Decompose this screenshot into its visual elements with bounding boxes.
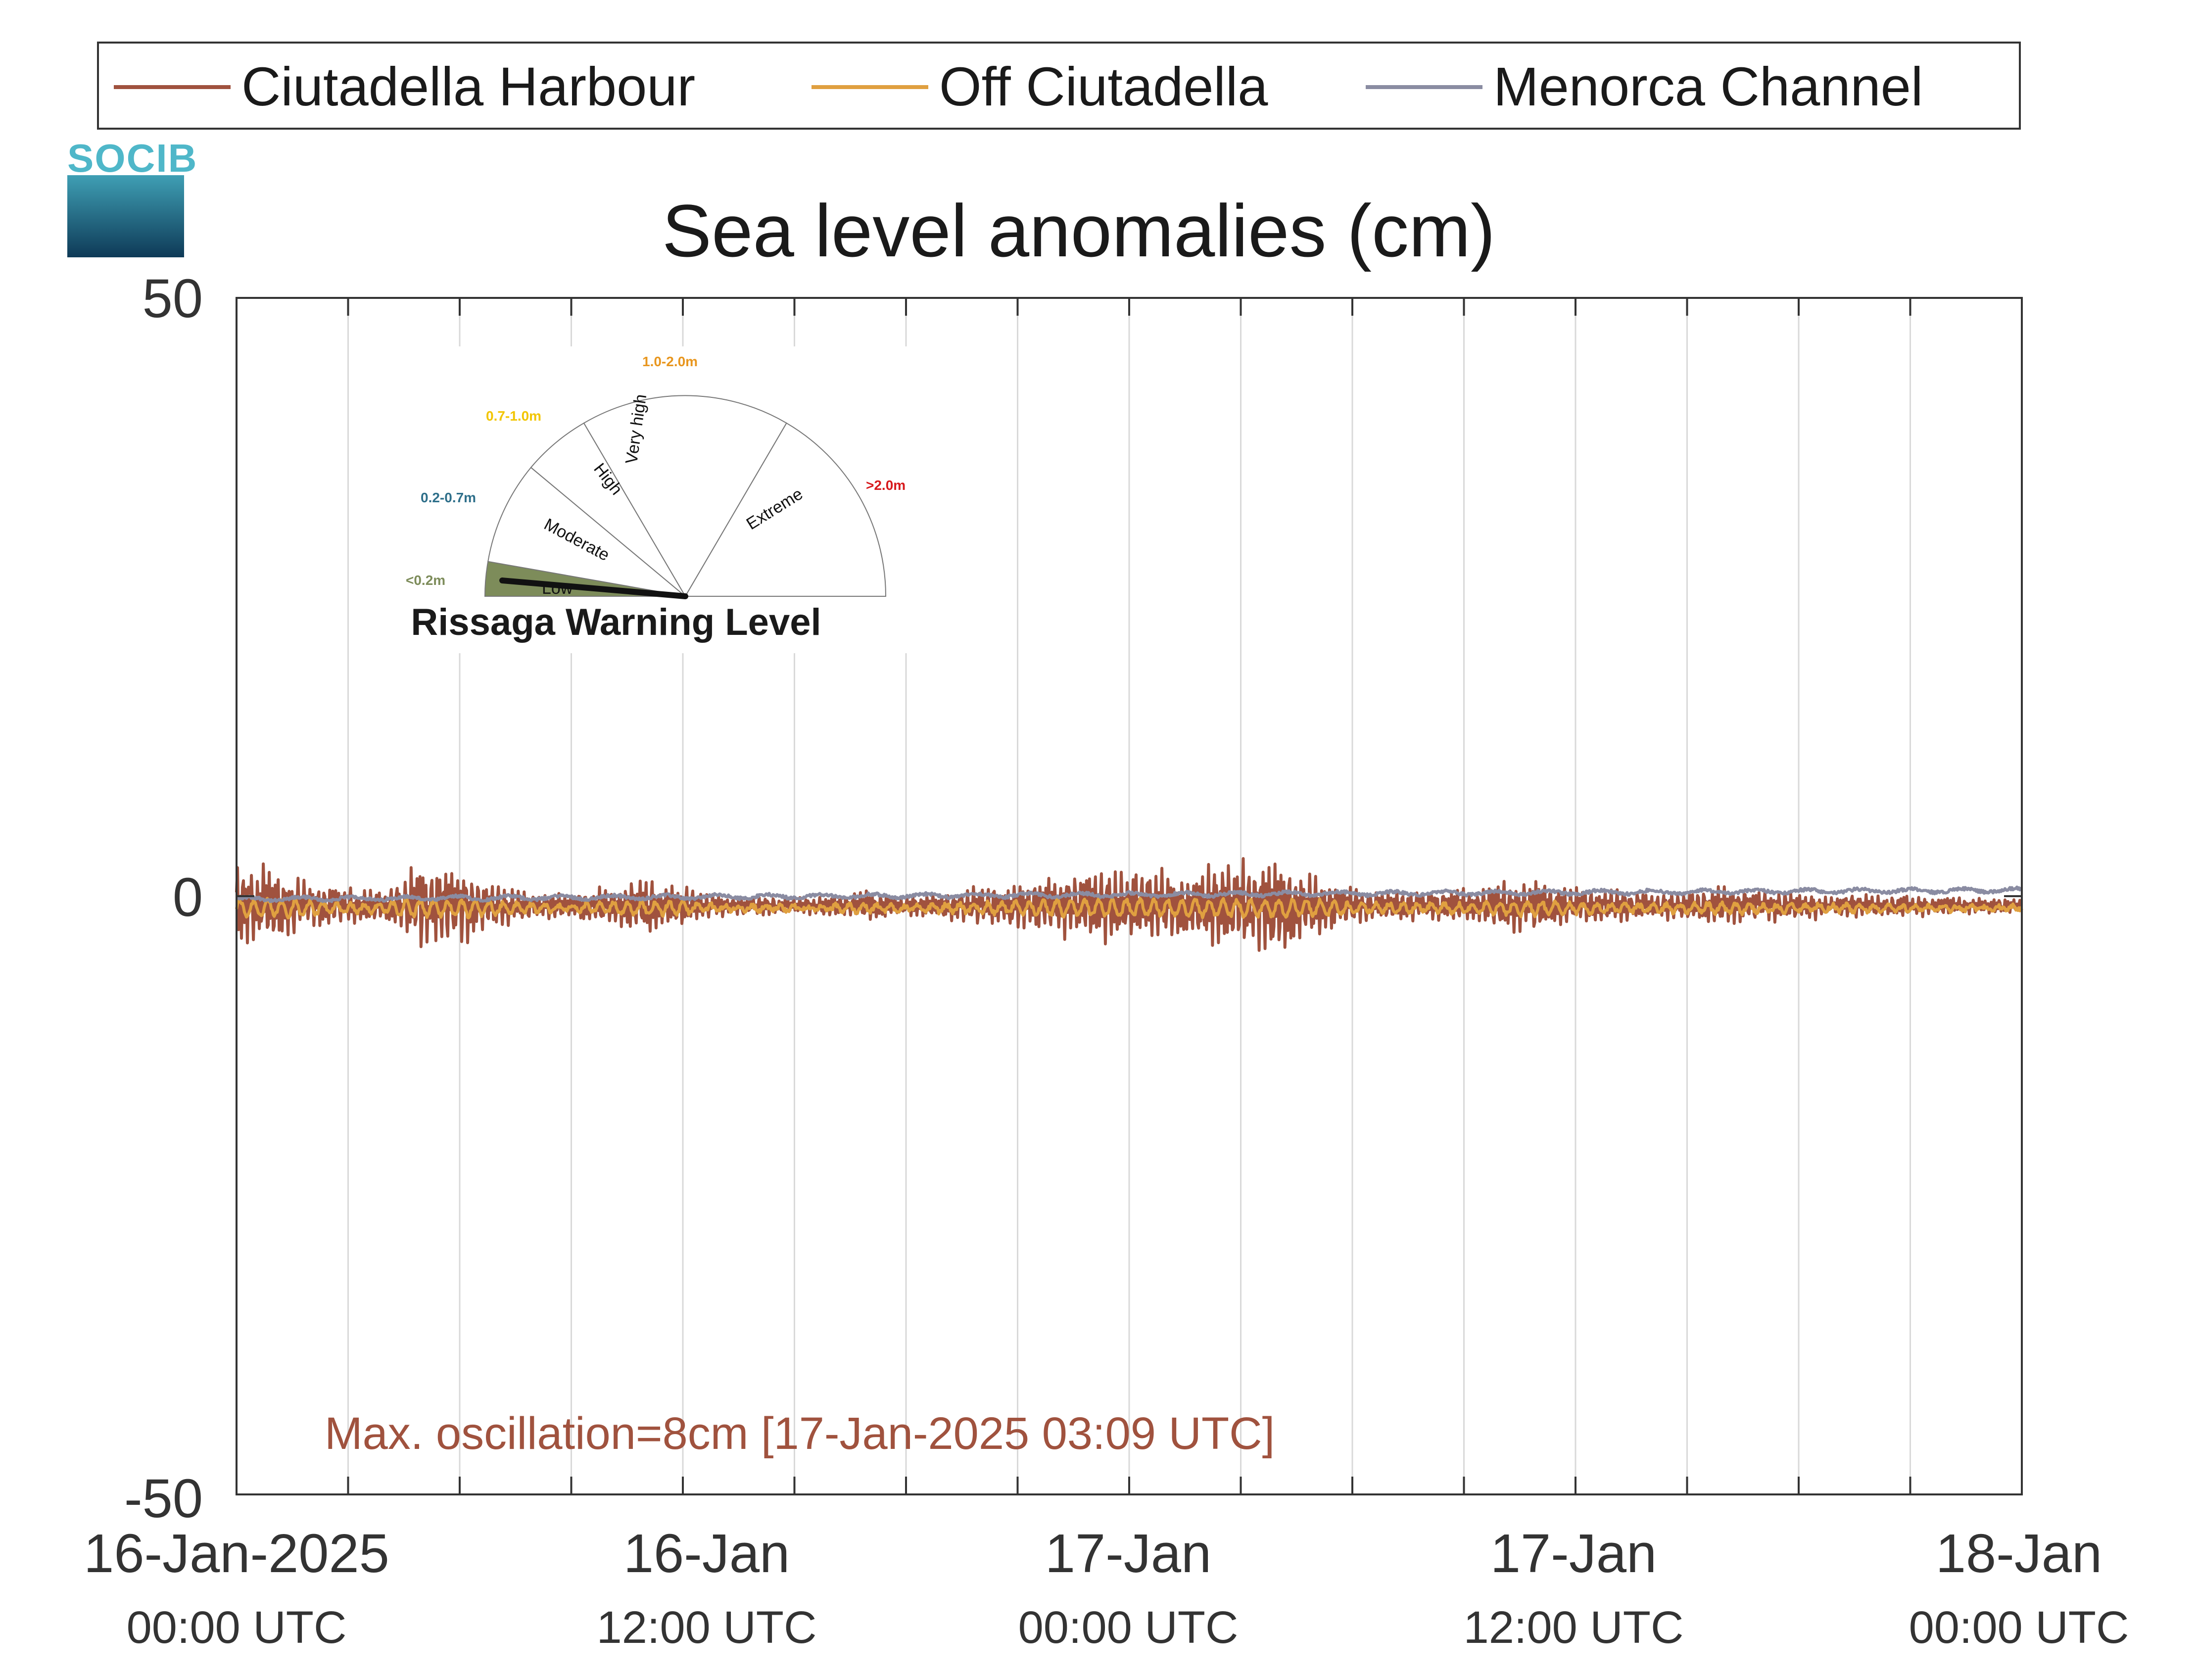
legend-item-menorca-channel: Menorca Channel: [1366, 57, 1923, 117]
gauge-needle: [499, 577, 688, 599]
gauge-range-moderate: 0.2-0.7m: [421, 490, 476, 505]
x-tick-3: 17-Jan 12:00 UTC: [1400, 1523, 1747, 1653]
x-tick-0-date: 16-Jan-2025: [84, 1523, 389, 1584]
legend-label-menorca-channel: Menorca Channel: [1493, 56, 1923, 117]
y-tick-label-bottom: -50: [124, 1468, 203, 1529]
gauge-label-low: Low: [542, 579, 573, 598]
x-tick-4: 18-Jan 00:00 UTC: [1851, 1523, 2187, 1653]
legend-item-off-ciutadella: Off Ciutadella: [812, 57, 1268, 117]
series-lines: [235, 857, 2023, 952]
logo-block: [67, 175, 184, 257]
legend-label-ciutadella-harbour: Ciutadella Harbour: [241, 56, 696, 117]
gauge-sector-very-high: [583, 395, 787, 597]
x-tick-2: 17-Jan 00:00 UTC: [955, 1523, 1301, 1653]
gauge-sector-moderate: [487, 467, 687, 597]
gauge-range-very-high: 1.0-2.0m: [642, 354, 698, 369]
legend: Ciutadella Harbour Off Ciutadella Menorc…: [97, 42, 2021, 130]
logo-text: SOCIB: [67, 136, 198, 180]
y-tick-label-top: 50: [142, 268, 203, 329]
gauge-title: Rissaga Warning Level: [411, 601, 821, 643]
x-tick-4-time: 00:00 UTC: [1909, 1602, 2129, 1653]
y-tick-label-zero: 0: [172, 867, 203, 928]
series-line-off-ciutadella: [235, 897, 2023, 919]
x-tick-3-date: 17-Jan: [1490, 1523, 1657, 1584]
x-tick-3-time: 12:00 UTC: [1463, 1602, 1684, 1653]
x-tick-1-date: 16-Jan: [623, 1523, 790, 1584]
x-tick-1: 16-Jan 12:00 UTC: [533, 1523, 880, 1653]
x-tick-2-time: 00:00 UTC: [1018, 1602, 1239, 1653]
x-tick-1-time: 12:00 UTC: [596, 1602, 817, 1653]
gauge-range-extreme: >2.0m: [866, 478, 906, 493]
legend-item-ciutadella-harbour: Ciutadella Harbour: [114, 57, 695, 117]
x-tick-0: 16-Jan-2025 00:00 UTC: [39, 1523, 434, 1653]
series-line-ciutadella-harbour: [235, 857, 2023, 952]
gauge-range-high: 0.7-1.0m: [486, 408, 541, 424]
legend-swatch-ciutadella-harbour: [114, 85, 231, 89]
rissaga-warning-gauge: Low Moderate High Very high Extreme <0.2…: [396, 346, 935, 653]
chart-title: Sea level anomalies (cm): [662, 189, 1495, 272]
x-tick-4-date: 18-Jan: [1935, 1523, 2102, 1584]
socib-logo: SOCIB: [67, 136, 198, 257]
x-tick-2-date: 17-Jan: [1045, 1523, 1212, 1584]
gauge-range-low: <0.2m: [406, 573, 445, 588]
max-oscillation-annotation: Max. oscillation=8cm [17-Jan-2025 03:09 …: [325, 1408, 1275, 1459]
gauge-sector-high: [530, 422, 686, 597]
gauge-sector-extreme: [684, 422, 887, 597]
legend-swatch-menorca-channel: [1366, 85, 1482, 89]
legend-swatch-off-ciutadella: [812, 85, 928, 89]
legend-label-off-ciutadella: Off Ciutadella: [939, 56, 1268, 117]
series-line-menorca-channel: [236, 885, 2022, 904]
axis-ticks: [237, 297, 2022, 1495]
x-tick-0-time: 00:00 UTC: [126, 1602, 347, 1653]
